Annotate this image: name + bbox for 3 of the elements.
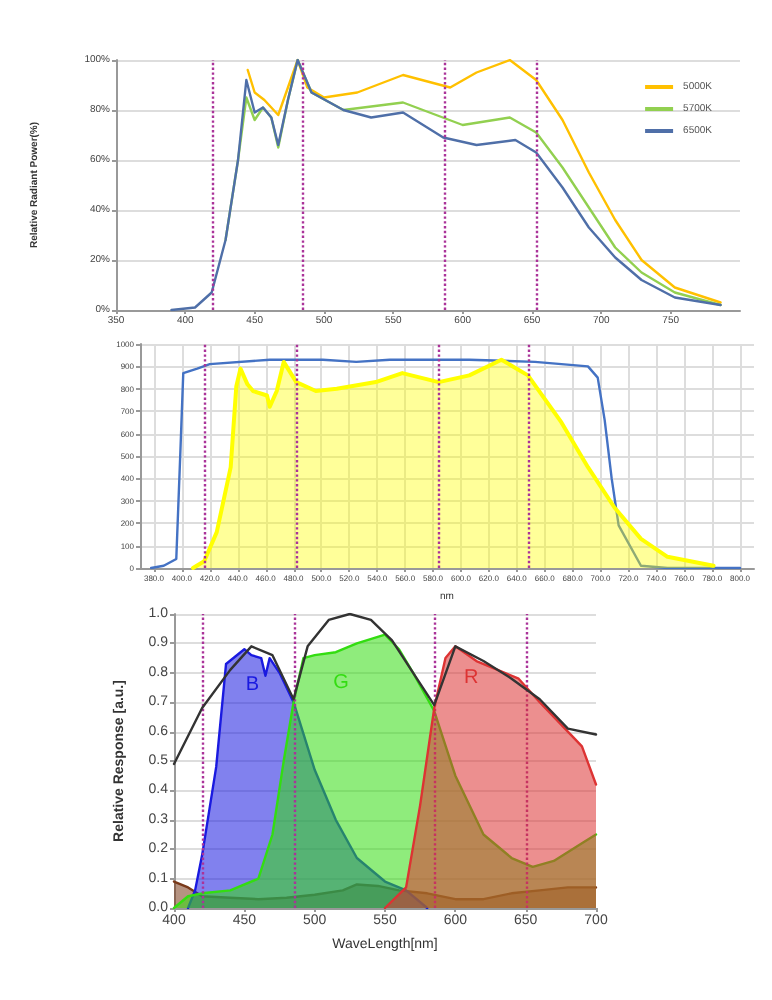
series-label: B bbox=[245, 674, 260, 697]
series-label: R bbox=[464, 667, 479, 690]
series-label: G bbox=[333, 671, 350, 694]
